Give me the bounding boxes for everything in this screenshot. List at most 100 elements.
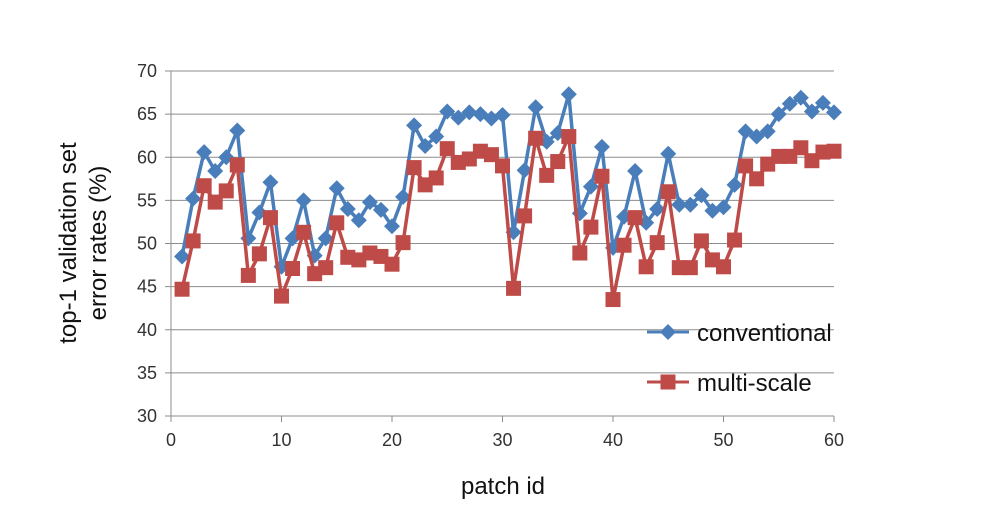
data-point-multi-scale [384, 256, 400, 272]
data-point-multi-scale [738, 158, 754, 174]
data-point-conventional [295, 192, 312, 209]
data-point-conventional [737, 123, 754, 140]
legend: conventional multi-scale [647, 320, 832, 397]
y-tick-label: 65 [137, 104, 157, 124]
data-point-multi-scale [605, 292, 621, 308]
data-point-multi-scale [572, 245, 588, 261]
data-point-multi-scale [262, 210, 278, 226]
legend-item-conventional: conventional [647, 320, 832, 347]
x-axis-label: patch id [461, 473, 545, 500]
data-point-multi-scale [174, 281, 190, 297]
data-point-conventional [682, 196, 699, 213]
data-point-multi-scale [517, 208, 533, 224]
legend-label-multi-scale: multi-scale [697, 370, 812, 397]
data-point-conventional [461, 104, 478, 121]
data-point-multi-scale [196, 178, 212, 194]
data-point-multi-scale [594, 168, 610, 184]
data-point-conventional [671, 196, 688, 213]
data-point-multi-scale [649, 235, 665, 251]
data-point-conventional [328, 180, 345, 197]
data-point-conventional [372, 201, 389, 218]
data-point-conventional [406, 117, 423, 134]
data-point-multi-scale [229, 157, 245, 173]
data-point-conventional [317, 230, 334, 247]
data-point-conventional [417, 138, 434, 155]
data-point-multi-scale [528, 130, 544, 146]
data-point-conventional [174, 248, 191, 265]
data-point-multi-scale [285, 261, 301, 277]
x-tick-label: 30 [492, 430, 512, 450]
data-point-conventional [748, 128, 765, 145]
y-axis-label-line-1: top-1 validation set [55, 142, 82, 344]
series-multi-scale [174, 129, 842, 308]
data-point-multi-scale [329, 215, 345, 231]
data-point-multi-scale [495, 158, 510, 174]
data-point-multi-scale [506, 280, 522, 296]
y-tick-label: 40 [137, 320, 157, 340]
data-point-conventional [229, 122, 246, 139]
legend-label-conventional: conventional [697, 320, 832, 347]
data-point-conventional [560, 86, 577, 103]
data-point-conventional [395, 188, 412, 205]
x-tick-label: 10 [271, 430, 291, 450]
y-axis-label: top-1 validation set error rates (%) [55, 142, 112, 344]
x-tick-label: 0 [166, 430, 176, 450]
data-point-conventional [516, 162, 533, 179]
data-point-conventional [715, 199, 732, 216]
data-point-multi-scale [428, 170, 444, 186]
data-point-multi-scale [682, 260, 698, 276]
data-point-conventional [649, 201, 666, 217]
data-point-multi-scale [660, 184, 676, 200]
data-point-conventional [196, 144, 213, 161]
data-point-conventional [660, 145, 677, 162]
series-conventional [174, 86, 842, 275]
data-point-multi-scale [826, 143, 842, 159]
data-point-conventional [450, 109, 467, 126]
data-point-multi-scale [749, 171, 765, 187]
data-point-multi-scale [185, 233, 201, 249]
data-point-conventional [770, 106, 787, 123]
data-point-conventional [428, 128, 445, 145]
y-axis-label-line-2: error rates (%) [85, 166, 112, 321]
x-tick-labels: 0 10 20 30 40 50 60 [166, 430, 844, 450]
data-point-multi-scale [395, 235, 411, 251]
data-point-conventional [527, 99, 544, 116]
data-point-multi-scale [406, 160, 422, 176]
legend-marker-multi-scale [660, 374, 676, 390]
data-point-conventional [759, 123, 776, 140]
data-point-conventional [627, 163, 644, 180]
data-point-multi-scale [218, 183, 234, 199]
x-tick-label: 50 [713, 430, 733, 450]
data-point-conventional [361, 194, 378, 211]
data-point-multi-scale [251, 246, 267, 262]
data-point-conventional [339, 201, 356, 217]
y-tick-label: 70 [137, 61, 157, 81]
data-series [174, 86, 842, 308]
data-point-multi-scale [793, 140, 809, 156]
data-point-conventional [306, 247, 323, 264]
data-point-multi-scale [439, 141, 455, 157]
data-point-multi-scale [296, 224, 312, 240]
legend-item-multi-scale: multi-scale [647, 370, 812, 397]
data-point-conventional [439, 103, 456, 120]
y-tick-label: 50 [137, 234, 157, 254]
data-point-multi-scale [727, 232, 743, 248]
y-tick-label: 30 [137, 406, 157, 426]
data-point-conventional [814, 94, 831, 111]
x-tick-label: 40 [603, 430, 623, 450]
data-point-multi-scale [318, 260, 334, 276]
data-point-conventional [781, 95, 798, 112]
y-tick-label: 45 [137, 277, 157, 297]
data-point-multi-scale [638, 259, 654, 275]
legend-marker-conventional [660, 324, 676, 340]
data-point-conventional [792, 89, 809, 106]
data-point-conventional [693, 187, 710, 204]
y-tick-label: 35 [137, 363, 157, 383]
data-point-multi-scale [274, 288, 289, 304]
x-tick-label: 60 [824, 430, 844, 450]
data-point-multi-scale [716, 259, 731, 275]
data-point-conventional [384, 218, 400, 235]
y-tick-label: 55 [137, 190, 157, 210]
data-point-multi-scale [583, 219, 599, 235]
